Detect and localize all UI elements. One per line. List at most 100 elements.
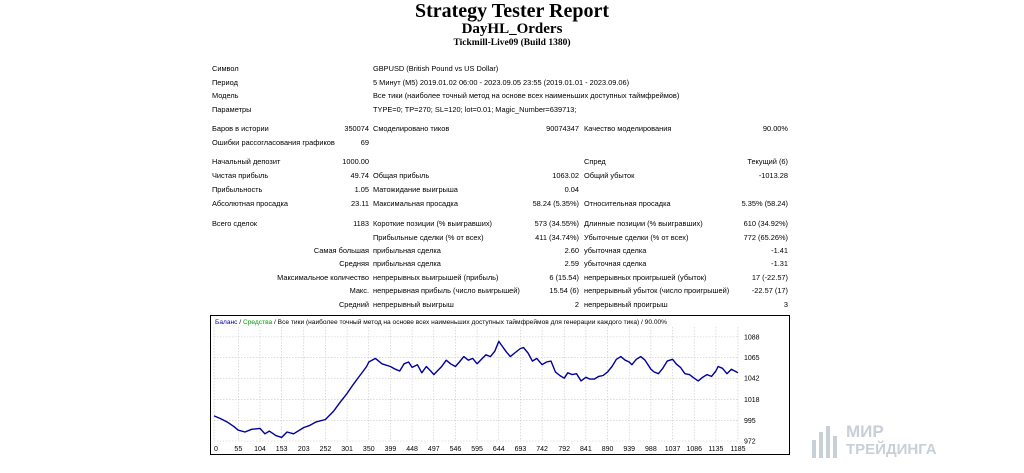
rel-drawdown-label: Относительная просадка — [584, 199, 671, 208]
net-profit-label: Чистая прибыль — [212, 171, 269, 180]
max-consec-profit-value: 15.54 (6) — [549, 286, 579, 295]
deposit-label: Начальный депозит — [212, 157, 281, 166]
rel-drawdown-value: 5.35% (58.24) — [741, 199, 788, 208]
legend-separator: / — [237, 319, 243, 326]
profit-trades-value: 411 (34.74%) — [535, 233, 579, 242]
x-tick-label: 252 — [320, 446, 332, 453]
model-label: Модель — [212, 91, 239, 100]
net-profit-value: 49.74 — [350, 171, 370, 180]
payoff-label: Матожидание выигрыша — [373, 185, 458, 194]
x-tick-label: 841 — [580, 446, 592, 453]
x-axis-labels: 0 55 104 153 203 252 301 350 399 448 497 546 595 644 6… — [214, 446, 746, 453]
x-tick-label: 595 — [471, 446, 483, 453]
long-positions-value: 610 (34.92%) — [743, 219, 788, 228]
period-label: Период — [212, 78, 238, 87]
deposit-value: 1000.00 — [342, 157, 369, 166]
watermark-line2: ТРЕЙДИНГА — [846, 441, 937, 458]
model-value: Все тики (наиболее точный метод на основ… — [373, 91, 680, 100]
symbol-value: GBPUSD (British Pound vs US Dollar) — [373, 64, 499, 73]
max-drawdown-value: 58.24 (5.35%) — [532, 199, 579, 208]
spread-value: Текущий (6) — [747, 157, 788, 166]
total-trades-value: 1183 — [353, 219, 369, 228]
x-tick-label: 742 — [536, 446, 548, 453]
largest-label: Самая большая — [313, 246, 369, 255]
period-value: 5 Минут (M5) 2019.01.02 06:00 - 2023.09.… — [373, 78, 630, 87]
mismatch-label: Ошибки рассогласования графиков — [212, 138, 335, 147]
x-tick-label: 0 — [214, 446, 218, 453]
x-tick-label: 792 — [558, 446, 570, 453]
abs-drawdown-value: 23.11 — [351, 199, 369, 208]
x-tick-label: 988 — [645, 446, 657, 453]
chart-grid — [213, 327, 739, 442]
y-tick-label: 995 — [744, 418, 756, 425]
bars-value: 350074 — [344, 124, 369, 133]
profit-trades-label: Прибыльные сделки (% от всех) — [373, 233, 484, 242]
short-positions-label: Короткие позиции (% выигравших) — [373, 219, 492, 228]
largest-win-label: прибыльная сделка — [373, 246, 441, 255]
x-tick-label: 448 — [406, 446, 418, 453]
quality-value: 90.00% — [762, 124, 788, 133]
watermark-line1: МИР — [846, 422, 884, 441]
params-value: TYPE=0; TP=270; SL=120; lot=0.01; Magic_… — [373, 105, 577, 114]
x-tick-label: 890 — [602, 446, 614, 453]
balance-line — [213, 340, 739, 439]
quality-label: Качество моделирования — [584, 124, 672, 133]
x-tick-label: 693 — [515, 446, 527, 453]
long-positions-label: Длинные позиции (% выигравших) — [584, 219, 703, 228]
max-consec-wins-label: непрерывных выигрышей (прибыль) — [373, 273, 499, 282]
loss-trades-value: 772 (65.26%) — [743, 233, 788, 242]
profit-factor-label: Прибыльность — [212, 185, 263, 194]
ticks-label: Смоделировано тиков — [373, 124, 450, 133]
x-tick-label: 104 — [254, 446, 266, 453]
average-win-value: 2.59 — [564, 259, 579, 268]
avg-consec-losses-value: 3 — [783, 300, 788, 309]
gross-profit-label: Общая прибыль — [373, 171, 430, 180]
x-tick-label: 153 — [276, 446, 288, 453]
chart-border — [210, 315, 790, 455]
x-tick-label: 644 — [493, 446, 505, 453]
legend-equity: Средства — [243, 319, 273, 326]
x-tick-label: 399 — [385, 446, 397, 453]
avg-consec-label: Средний — [338, 300, 369, 309]
max-consec-losses-value: 17 (-22.57) — [751, 273, 788, 282]
y-tick-label: 1088 — [744, 334, 760, 341]
gross-profit-value: 1063.02 — [552, 171, 579, 180]
x-tick-label: 1135 — [708, 446, 723, 453]
total-trades-label: Всего сделок — [212, 219, 258, 228]
max-consec-loss-value: -22.57 (17) — [751, 286, 788, 295]
y-tick-label: 1042 — [744, 376, 760, 383]
x-tick-label: 203 — [298, 446, 310, 453]
symbol-label: Символ — [212, 64, 239, 73]
max-consec-loss-label: непрерывный убыток (число проигрышей) — [584, 286, 730, 295]
average-loss-value: -1.31 — [771, 259, 788, 268]
x-tick-label: 1037 — [665, 446, 681, 453]
server-build: Tickmill-Live09 (Build 1380) — [453, 38, 571, 48]
avg-consec-losses-label: непрерывный проигрыш — [584, 300, 668, 309]
bars-label: Баров в истории — [212, 124, 269, 133]
largest-loss-value: -1.41 — [771, 246, 788, 255]
avg-consec-wins-label: непрерывный выигрыш — [373, 300, 454, 309]
avg-consec-wins-value: 2 — [574, 300, 579, 309]
max-label: Макс. — [349, 286, 369, 295]
max-count-label: Максимальное количество — [277, 273, 369, 282]
mismatch-value: 69 — [360, 138, 369, 147]
x-tick-label: 350 — [363, 446, 375, 453]
y-tick-label: 1065 — [744, 355, 760, 362]
abs-drawdown-label: Абсолютная просадка — [212, 199, 288, 208]
max-consec-profit-label: непрерывная прибыль (число выигрышей) — [373, 286, 520, 295]
x-tick-label: 497 — [428, 446, 440, 453]
y-tick-label: 972 — [744, 439, 756, 446]
ticks-value: 90074347 — [546, 124, 579, 133]
gross-loss-value: -1013.28 — [758, 171, 788, 180]
loss-trades-label: Убыточные сделки (% от всех) — [584, 233, 689, 242]
balance-chart: Баланс / Средства / Все тики (наиболее т… — [210, 315, 790, 455]
short-positions-value: 573 (34.55%) — [534, 219, 579, 228]
x-tick-label: 939 — [623, 446, 635, 453]
x-tick-label: 55 — [234, 446, 242, 453]
average-label: Средняя — [339, 259, 369, 268]
watermark-logo-icon — [812, 426, 837, 458]
max-consec-losses-label: непрерывных проигрышей (убыток) — [584, 273, 707, 282]
max-consec-wins-value: 6 (15.54) — [549, 273, 579, 282]
params-label: Параметры — [212, 105, 252, 114]
gross-loss-label: Общий убыток — [584, 171, 635, 180]
